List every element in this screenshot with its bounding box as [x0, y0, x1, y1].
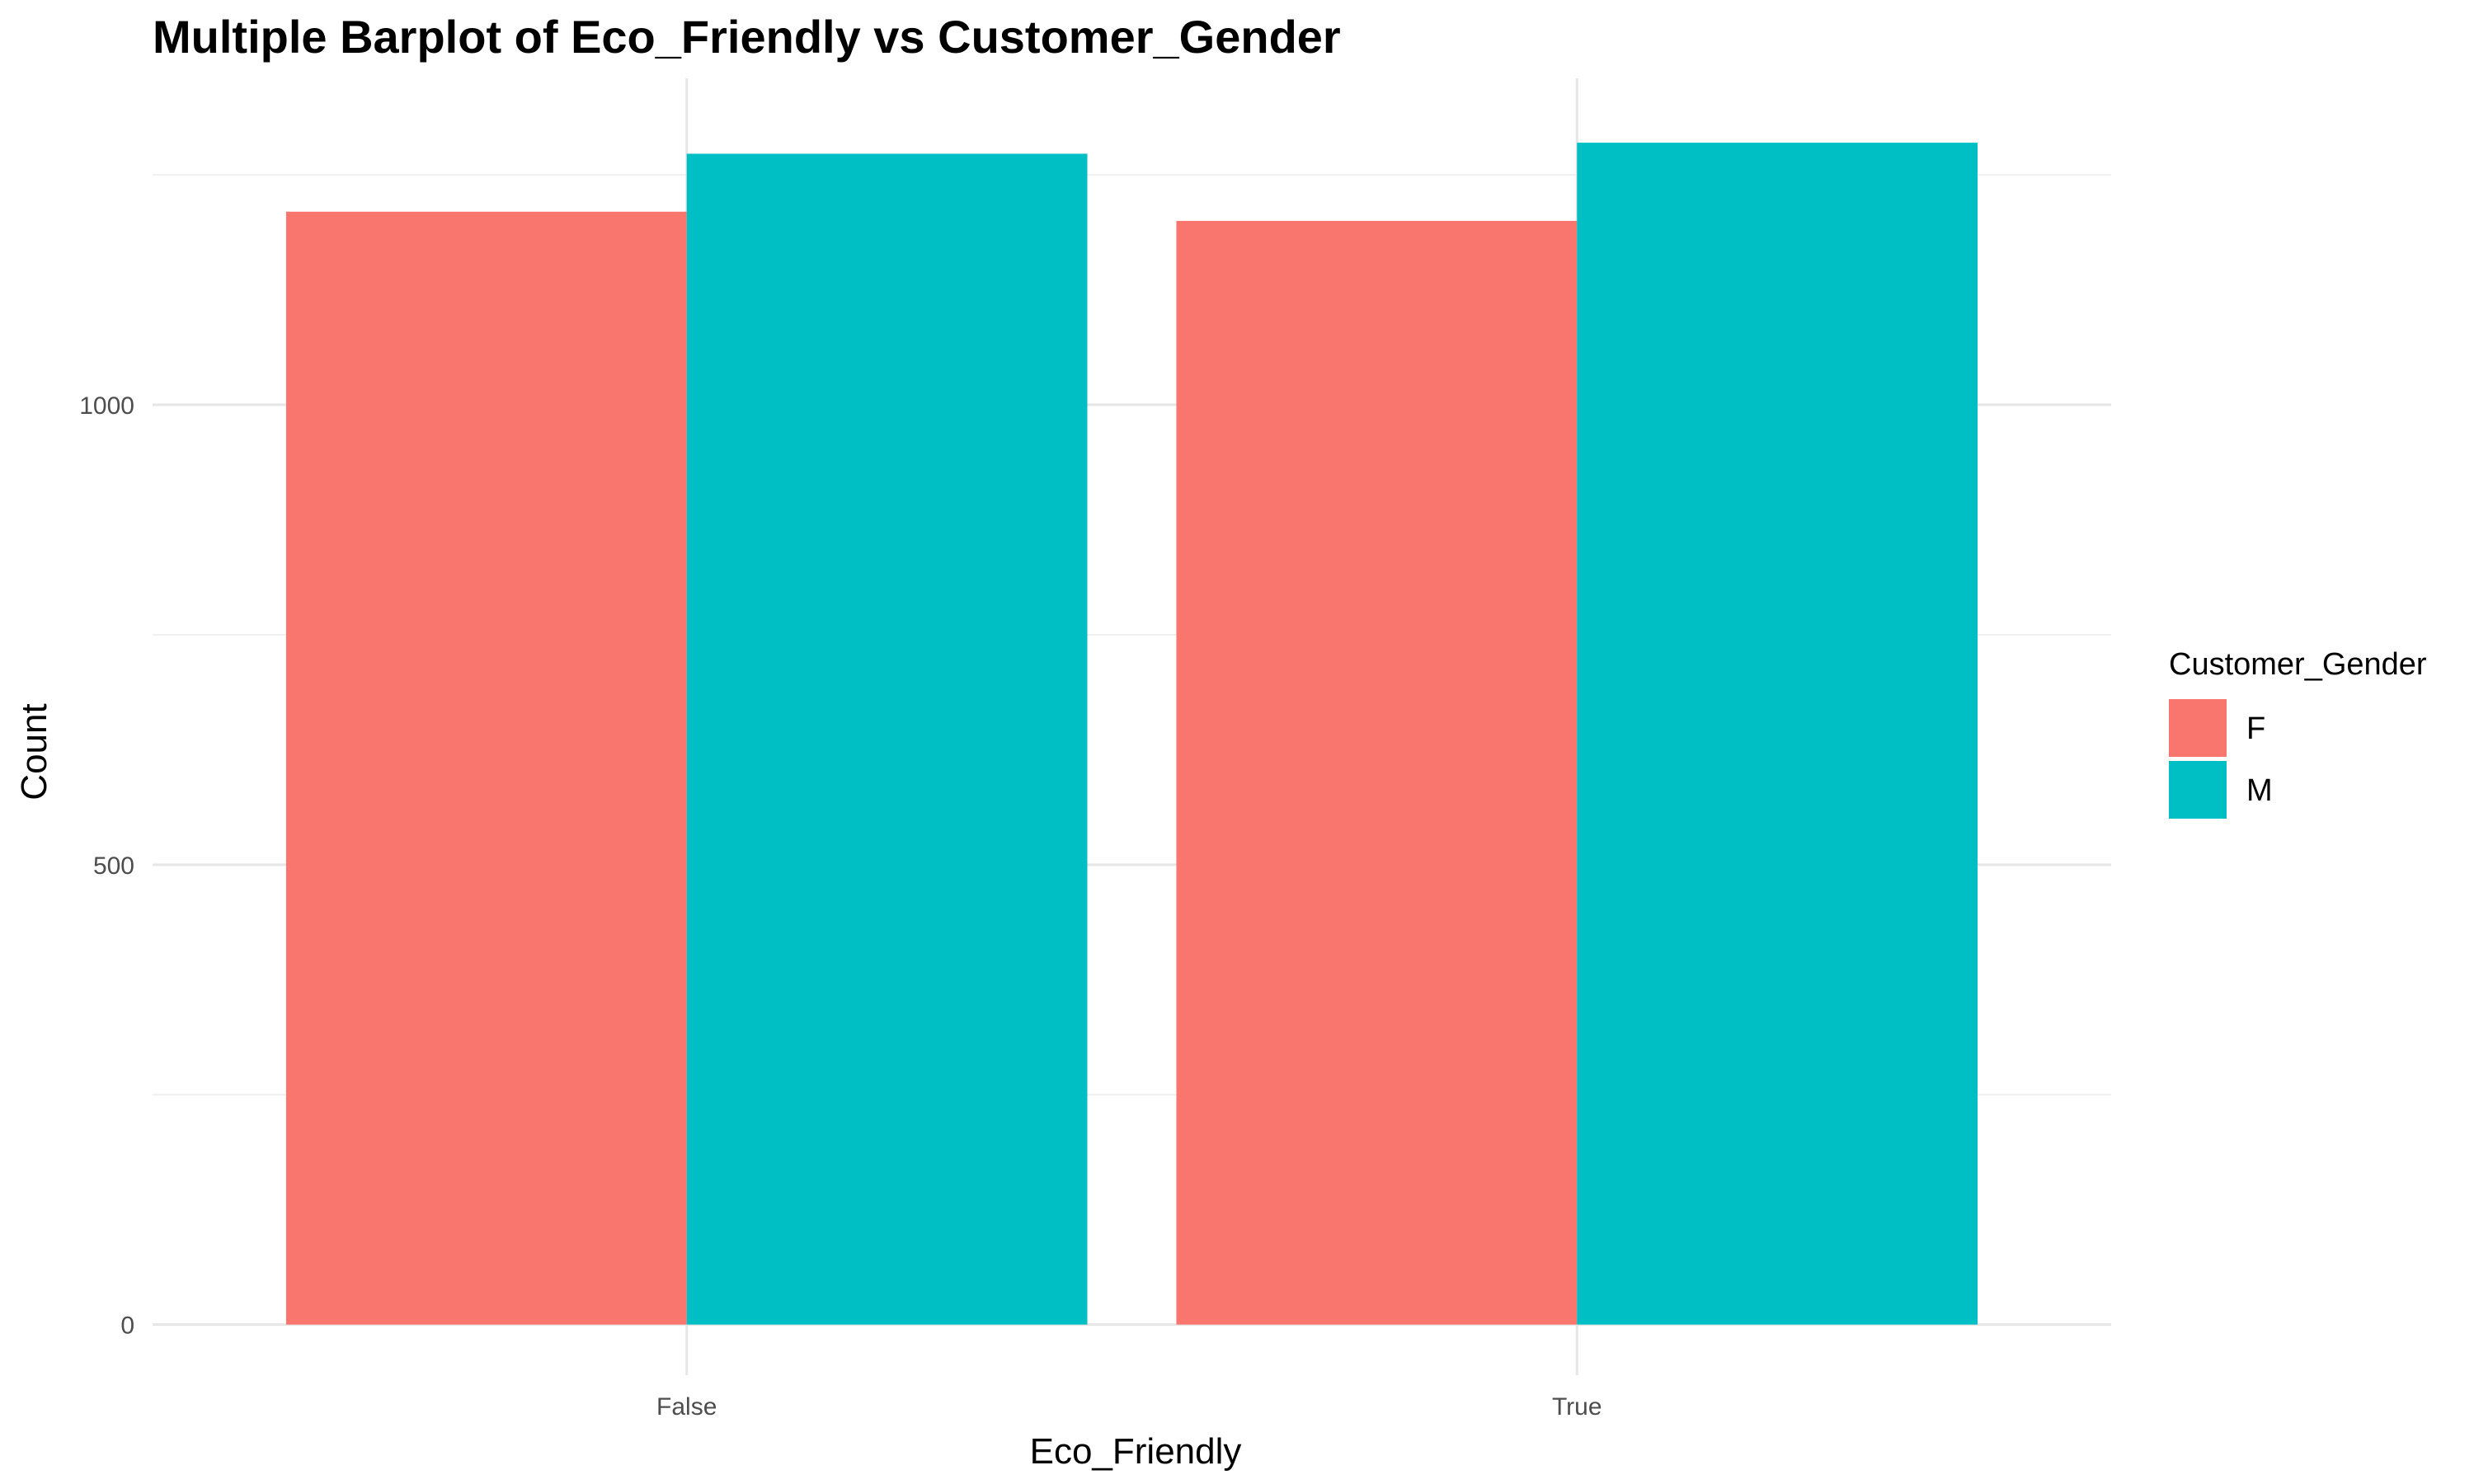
legend-key-m	[2169, 761, 2227, 819]
bar-false-f	[285, 211, 687, 1325]
legend-title: Customer_Gender	[2169, 647, 2427, 682]
legend: Customer_Gender FM	[2169, 647, 2427, 819]
legend-label-f: F	[2246, 711, 2265, 746]
y-axis-title: Count	[14, 703, 54, 800]
bar-true-f	[1176, 220, 1578, 1325]
y-axis-ticks: 0 500 1000	[79, 392, 134, 1340]
y-tick-label-0: 0	[120, 1313, 134, 1340]
legend-key-f	[2169, 699, 2227, 757]
bar-false-m	[686, 153, 1088, 1325]
chart-title: Multiple Barplot of Eco_Friendly vs Cust…	[153, 11, 1341, 63]
bar-true-m	[1577, 143, 1978, 1325]
x-tick-label-0: False	[656, 1393, 717, 1421]
x-axis-ticks: False True	[656, 1393, 1602, 1421]
bars	[285, 143, 1978, 1325]
y-tick-label-1: 500	[93, 852, 134, 880]
x-tick-label-1: True	[1552, 1393, 1602, 1421]
y-tick-label-2: 1000	[79, 392, 134, 420]
legend-label-m: M	[2246, 773, 2273, 808]
x-axis-title: Eco_Friendly	[1030, 1431, 1242, 1472]
